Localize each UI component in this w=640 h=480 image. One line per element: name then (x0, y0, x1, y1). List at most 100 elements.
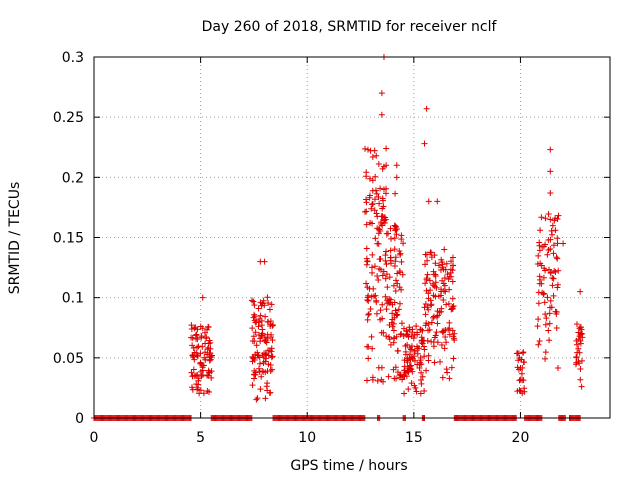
data-point (194, 336, 201, 343)
data-point (392, 288, 399, 295)
x-tick-label: 10 (298, 430, 316, 446)
data-point (396, 300, 403, 307)
data-point (387, 247, 394, 254)
data-point (403, 327, 410, 334)
data-point (390, 366, 397, 373)
data-point (251, 375, 258, 382)
data-point (554, 255, 561, 262)
data-point (383, 261, 390, 268)
data-point (398, 236, 405, 243)
data-point (434, 320, 441, 327)
data-point (206, 337, 213, 344)
data-point (551, 217, 558, 224)
data-point (368, 333, 375, 340)
data-point (371, 147, 378, 154)
data-point (379, 222, 386, 229)
data-point (427, 287, 434, 294)
data-point (411, 331, 418, 338)
data-point (541, 299, 548, 306)
data-point (198, 334, 205, 341)
data-point (401, 390, 408, 397)
data-point (534, 323, 541, 330)
data-point (375, 276, 382, 283)
data-point (417, 326, 424, 333)
y-tick-label: 0.2 (62, 170, 84, 186)
data-point (385, 373, 392, 380)
data-point (536, 338, 543, 345)
data-point (396, 284, 403, 291)
data-point (257, 299, 264, 306)
data-point (364, 258, 371, 265)
data-point (249, 337, 256, 344)
data-point (416, 361, 423, 368)
data-point (430, 314, 437, 321)
peak-data-point (423, 105, 430, 112)
data-point (542, 311, 549, 318)
data-point (516, 377, 523, 384)
data-point (379, 301, 386, 308)
data-point (208, 353, 215, 360)
data-point (205, 369, 212, 376)
data-point (379, 315, 386, 322)
data-point (433, 313, 440, 320)
data-point (573, 321, 580, 328)
data-point (408, 346, 415, 353)
data-point (373, 190, 380, 197)
data-point (411, 353, 418, 360)
data-point (434, 339, 441, 346)
data-point (190, 366, 197, 373)
data-point (373, 299, 380, 306)
data-point (194, 371, 201, 378)
data-point (432, 260, 439, 267)
data-point (253, 342, 260, 349)
data-point (390, 282, 397, 289)
data-point (545, 327, 552, 334)
data-point (392, 258, 399, 265)
data-point (371, 196, 378, 203)
data-point (406, 351, 413, 358)
data-point (577, 366, 584, 373)
data-point (264, 294, 271, 301)
data-point (547, 236, 554, 243)
data-point (261, 302, 268, 309)
data-point (576, 349, 583, 356)
data-point (189, 334, 196, 341)
data-point (384, 284, 391, 291)
data-point (424, 337, 431, 344)
data-point (430, 292, 437, 299)
data-point (254, 395, 261, 402)
data-point (368, 264, 375, 271)
data-point (553, 309, 560, 316)
data-point (269, 337, 276, 344)
data-point (382, 214, 389, 221)
data-point (268, 301, 275, 308)
data-point (265, 299, 272, 306)
data-point (369, 201, 376, 208)
data-point (268, 333, 275, 340)
data-point (265, 318, 272, 325)
data-point (579, 357, 586, 364)
data-point (387, 254, 394, 261)
peak-data-point (425, 198, 432, 205)
data-point (378, 221, 385, 228)
data-point (518, 370, 525, 377)
data-point (393, 277, 400, 284)
y-tick-label: 0.15 (53, 231, 84, 247)
peak-data-point (547, 146, 554, 153)
data-point (550, 250, 557, 257)
data-point (364, 377, 371, 384)
data-point (442, 327, 449, 334)
data-point (365, 297, 372, 304)
data-point (365, 355, 372, 362)
data-point (539, 289, 546, 296)
data-point (379, 195, 386, 202)
data-point (535, 300, 542, 307)
data-point (372, 187, 379, 194)
data-point (514, 350, 521, 357)
data-point (393, 375, 400, 382)
data-point (542, 355, 549, 362)
data-point (577, 376, 584, 383)
data-point (383, 306, 390, 313)
data-point (268, 345, 275, 352)
